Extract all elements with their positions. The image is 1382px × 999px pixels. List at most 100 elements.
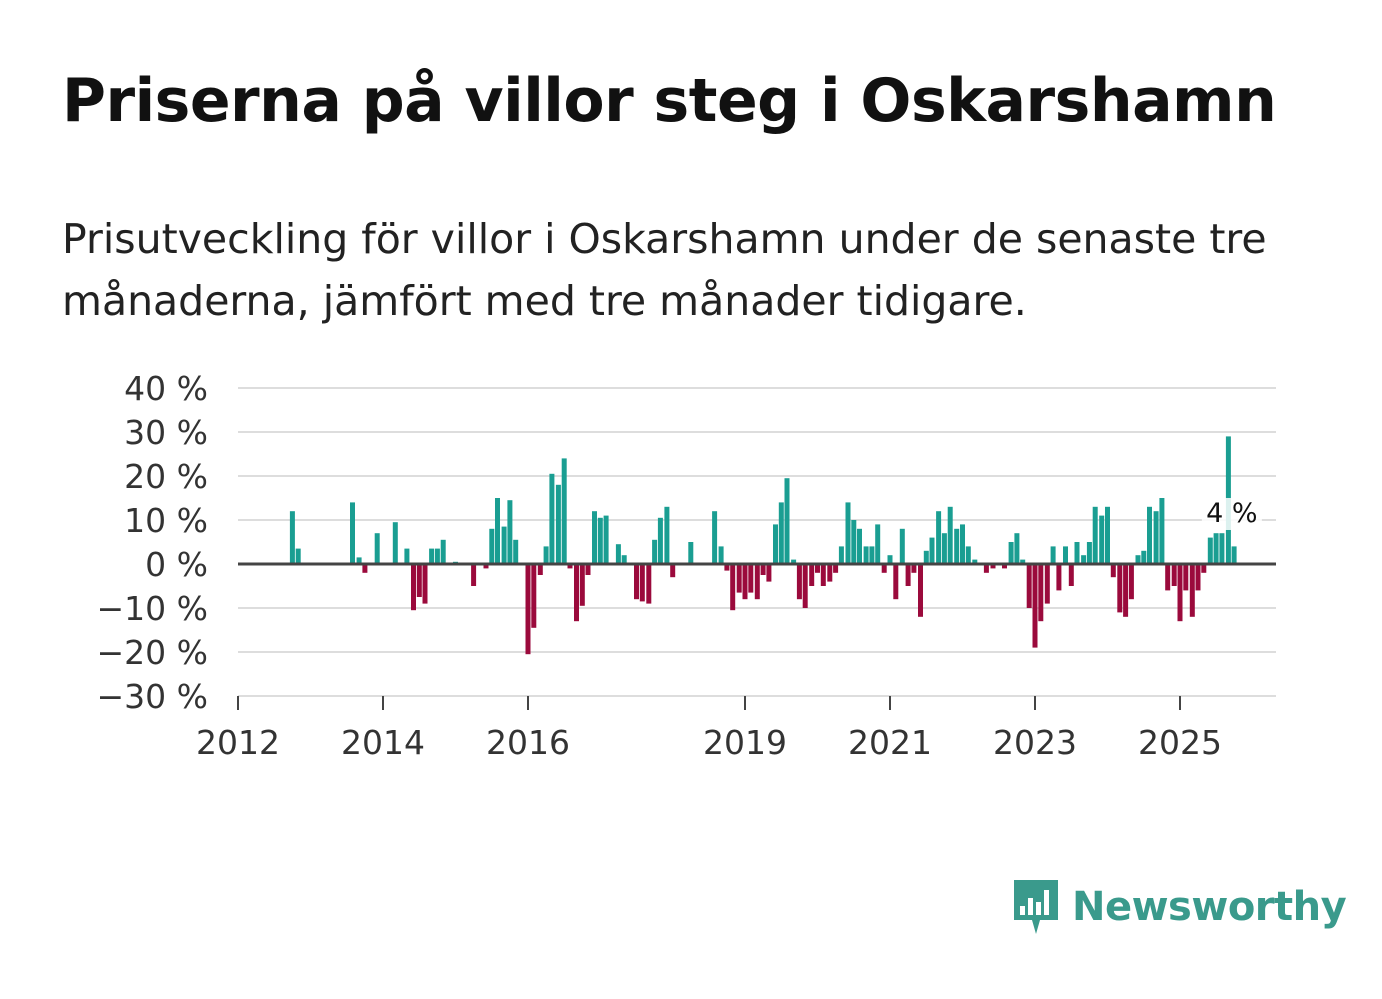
bar bbox=[501, 526, 507, 564]
bar bbox=[1117, 564, 1123, 613]
bar bbox=[833, 564, 839, 573]
bar bbox=[1159, 498, 1165, 564]
bar bbox=[1177, 564, 1183, 622]
bar bbox=[592, 511, 597, 564]
bar bbox=[1201, 564, 1207, 573]
bar bbox=[929, 537, 935, 564]
bar bbox=[923, 550, 929, 564]
bar bbox=[531, 564, 537, 628]
bar bbox=[1014, 533, 1020, 564]
bar bbox=[289, 511, 295, 564]
bar bbox=[960, 524, 965, 564]
bar bbox=[718, 546, 724, 564]
bar bbox=[815, 564, 820, 573]
bar bbox=[827, 564, 833, 582]
bar bbox=[1032, 564, 1038, 648]
bar bbox=[489, 528, 495, 564]
bar bbox=[1050, 546, 1056, 564]
bar bbox=[356, 557, 362, 564]
bar bbox=[670, 564, 676, 578]
chart-subtitle: Prisutveckling för villor i Oskarshamn u… bbox=[62, 215, 1267, 325]
bar bbox=[857, 528, 862, 564]
bar bbox=[851, 520, 857, 564]
y-tick-label: 30 % bbox=[124, 413, 208, 452]
annotation-label: 4 % bbox=[1206, 498, 1257, 529]
annotation-background bbox=[1201, 498, 1262, 530]
y-tick-label: 10 % bbox=[124, 501, 208, 540]
bar bbox=[754, 564, 760, 600]
bar bbox=[936, 511, 942, 564]
y-tick-label: −10 % bbox=[97, 589, 209, 628]
bar bbox=[1092, 506, 1098, 564]
bar bbox=[791, 559, 797, 564]
bar bbox=[954, 528, 960, 564]
bar bbox=[525, 564, 531, 655]
bar bbox=[440, 539, 446, 564]
bar bbox=[1195, 564, 1201, 591]
bar bbox=[724, 564, 730, 571]
y-tick-label: 0 % bbox=[145, 545, 208, 584]
bar bbox=[1189, 564, 1195, 617]
bar bbox=[543, 546, 549, 564]
bar bbox=[1123, 564, 1129, 617]
bar bbox=[893, 564, 899, 600]
bar bbox=[1074, 542, 1080, 564]
bar bbox=[585, 564, 591, 575]
bar bbox=[742, 564, 748, 600]
bar bbox=[1147, 506, 1152, 564]
x-tick-label: 2025 bbox=[1138, 723, 1222, 762]
bar bbox=[374, 533, 380, 564]
bar bbox=[1038, 564, 1044, 622]
bar bbox=[507, 500, 513, 564]
bar bbox=[1213, 533, 1219, 564]
bar bbox=[1068, 564, 1074, 586]
bar-layer bbox=[289, 436, 1237, 655]
chart-title: Priserna på villor steg i Oskarshamn bbox=[62, 66, 1277, 136]
bar bbox=[513, 539, 519, 564]
bar bbox=[597, 517, 603, 564]
bar bbox=[760, 564, 766, 575]
bar bbox=[911, 564, 917, 573]
bar bbox=[411, 564, 416, 611]
bar bbox=[730, 564, 736, 611]
bar bbox=[1165, 564, 1171, 591]
bar bbox=[899, 528, 905, 564]
bar bbox=[881, 564, 887, 573]
x-tick-label: 2019 bbox=[703, 723, 787, 762]
bar bbox=[1135, 555, 1141, 564]
bar bbox=[1110, 564, 1116, 578]
bar bbox=[778, 502, 784, 564]
bar bbox=[350, 502, 355, 564]
bar bbox=[784, 478, 790, 564]
bar bbox=[1056, 564, 1062, 591]
bar bbox=[561, 458, 567, 564]
bar bbox=[295, 548, 301, 564]
bar bbox=[621, 555, 627, 564]
axis-layer: 40 % 30 % 20 % 10 % 0 % −10 % −20 % −30 % 2012 20… bbox=[97, 369, 1276, 762]
bar bbox=[1099, 515, 1105, 564]
bar bbox=[1008, 542, 1014, 564]
bar bbox=[802, 564, 808, 608]
bar bbox=[664, 506, 670, 564]
bar bbox=[362, 564, 368, 573]
bar bbox=[809, 564, 815, 586]
bar bbox=[838, 546, 844, 564]
bar bbox=[657, 517, 663, 564]
bar bbox=[1026, 564, 1032, 608]
bar bbox=[567, 564, 573, 569]
y-tick-label: 20 % bbox=[124, 457, 208, 496]
bar bbox=[434, 548, 440, 564]
bar bbox=[688, 542, 694, 564]
bar bbox=[1002, 564, 1007, 569]
bar bbox=[1207, 537, 1213, 564]
bar bbox=[863, 546, 869, 564]
x-tick-label: 2023 bbox=[993, 723, 1077, 762]
bar bbox=[965, 546, 971, 564]
brand-name: Newsworthy bbox=[1072, 884, 1347, 930]
bar bbox=[603, 515, 609, 564]
newsworthy-logo-icon bbox=[1014, 880, 1058, 934]
bar bbox=[941, 533, 947, 564]
bar bbox=[869, 546, 875, 564]
x-tick-label: 2016 bbox=[486, 723, 570, 762]
